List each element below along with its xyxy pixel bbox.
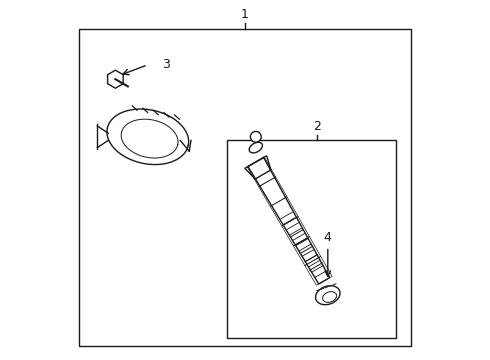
Polygon shape <box>108 70 123 88</box>
Ellipse shape <box>322 292 337 302</box>
Text: 3: 3 <box>162 58 170 71</box>
Text: 4: 4 <box>324 231 332 244</box>
Polygon shape <box>245 156 271 179</box>
Ellipse shape <box>249 142 263 153</box>
Text: 1: 1 <box>241 8 249 21</box>
Bar <box>79 29 411 346</box>
Bar <box>227 140 396 338</box>
Ellipse shape <box>316 286 340 305</box>
Text: 2: 2 <box>313 120 321 132</box>
Ellipse shape <box>250 131 261 142</box>
